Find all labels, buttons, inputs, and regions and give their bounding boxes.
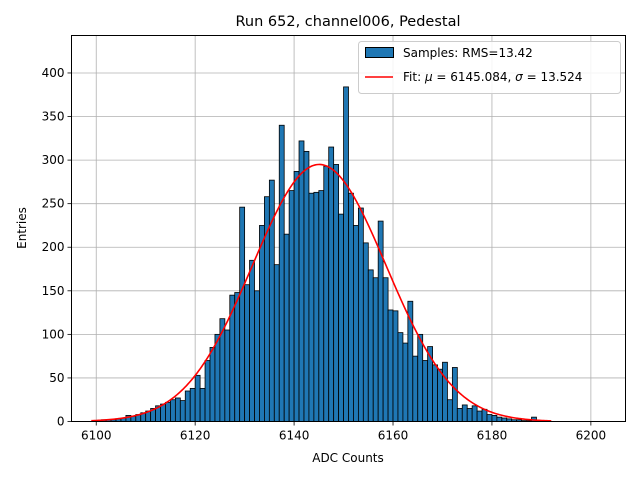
histogram-bar bbox=[392, 310, 399, 422]
histogram-bar bbox=[353, 225, 359, 422]
histogram-bar bbox=[318, 190, 325, 422]
legend-fit-sigma-value: = 13.524 bbox=[523, 70, 583, 84]
histogram-bar bbox=[179, 400, 186, 422]
legend-fit-sigma-symbol: σ bbox=[515, 70, 523, 84]
histogram-bar bbox=[184, 390, 191, 422]
histogram-bar bbox=[402, 342, 409, 422]
legend-label-samples: Samples: RMS=13.42 bbox=[403, 46, 533, 60]
histogram-bar bbox=[313, 191, 320, 422]
histogram-bar bbox=[170, 399, 176, 422]
histogram-bar bbox=[298, 140, 305, 422]
x-tick-label: 6160 bbox=[378, 429, 409, 443]
chart-title: Run 652, channel006, Pedestal bbox=[235, 14, 460, 30]
legend-swatch-samples bbox=[365, 47, 394, 58]
legend-fit-mu-value: = 6145.084, bbox=[433, 70, 516, 84]
legend-label-fit: Fit: μ = 6145.084, σ = 13.524 bbox=[403, 70, 582, 84]
y-tick-label: 250 bbox=[42, 197, 65, 211]
histogram-bar bbox=[387, 309, 394, 422]
y-tick-label: 300 bbox=[42, 153, 65, 167]
histogram-bar bbox=[481, 408, 488, 422]
histogram-bar bbox=[466, 408, 473, 422]
histogram-bar bbox=[437, 368, 443, 422]
y-axis-ticks: 0 50 100 150 200 250 300 350 400 bbox=[42, 66, 72, 429]
histogram-bar bbox=[293, 171, 300, 422]
histogram-bar bbox=[461, 404, 468, 422]
y-tick-label: 350 bbox=[42, 110, 65, 124]
histogram-bar bbox=[239, 206, 246, 422]
histogram-bar bbox=[249, 259, 255, 422]
histogram-bar bbox=[244, 284, 250, 422]
histogram-bar bbox=[442, 361, 448, 422]
histogram-bar bbox=[372, 277, 379, 422]
histogram-bar bbox=[422, 360, 429, 422]
x-axis-ticks: 6100 6120 6140 6160 6180 6200 bbox=[81, 421, 607, 443]
histogram-bar bbox=[273, 264, 280, 422]
y-axis-label: Entries bbox=[15, 207, 29, 249]
histogram-bar bbox=[496, 416, 503, 422]
histogram-bar bbox=[397, 332, 404, 422]
histogram-bar bbox=[278, 124, 285, 422]
histogram-bar bbox=[451, 367, 458, 422]
histogram-bar bbox=[486, 414, 493, 422]
histogram-bar bbox=[308, 192, 315, 422]
x-tick-label: 6200 bbox=[576, 429, 607, 443]
histogram-bar bbox=[338, 213, 344, 422]
histogram-bar bbox=[432, 364, 438, 422]
histogram-bar bbox=[471, 405, 478, 422]
x-tick-label: 6120 bbox=[180, 429, 211, 443]
legend-box bbox=[358, 41, 621, 94]
histogram-bar bbox=[447, 399, 453, 422]
histogram-bar bbox=[204, 360, 211, 422]
histogram-bar bbox=[214, 333, 221, 422]
histogram-bar bbox=[303, 150, 310, 422]
histogram-bar bbox=[417, 333, 424, 422]
legend-fit-mu-symbol: μ bbox=[424, 70, 433, 84]
histogram-bar bbox=[501, 417, 508, 422]
histogram-bar bbox=[288, 190, 295, 422]
y-tick-label: 200 bbox=[42, 240, 65, 254]
y-tick-label: 100 bbox=[42, 327, 65, 341]
histogram-bar bbox=[362, 242, 369, 422]
histogram-bar bbox=[224, 329, 231, 422]
histogram-bar bbox=[343, 86, 349, 422]
histogram-bar bbox=[254, 290, 260, 422]
histogram-bar bbox=[194, 374, 201, 422]
x-tick-label: 6140 bbox=[279, 429, 310, 443]
histogram-bar bbox=[323, 165, 330, 422]
y-tick-label: 50 bbox=[49, 371, 64, 385]
plot-frame bbox=[71, 35, 626, 422]
histogram-bar bbox=[348, 192, 354, 422]
histogram-bar bbox=[357, 207, 364, 422]
x-tick-label: 6180 bbox=[477, 429, 508, 443]
histogram-bar bbox=[209, 347, 216, 422]
legend-fit-prefix: Fit: bbox=[403, 70, 425, 84]
histogram-bar bbox=[333, 164, 340, 422]
histogram-bar bbox=[165, 401, 171, 422]
histogram-bar bbox=[412, 355, 419, 422]
histogram-bar bbox=[491, 415, 498, 422]
y-tick-label: 150 bbox=[42, 284, 65, 298]
histogram-bar bbox=[382, 277, 389, 422]
histogram-bar bbox=[476, 410, 483, 422]
gaussian-fit-line bbox=[91, 163, 552, 422]
histogram-bar bbox=[456, 408, 463, 422]
y-tick-label: 400 bbox=[42, 66, 65, 80]
histogram-bar bbox=[160, 403, 166, 422]
histogram-bar bbox=[234, 292, 241, 422]
histogram-bar bbox=[328, 146, 335, 422]
x-tick-label: 6100 bbox=[81, 429, 112, 443]
y-tick-label: 0 bbox=[57, 415, 65, 429]
histogram-bar bbox=[199, 387, 206, 422]
histogram-bar bbox=[189, 387, 196, 422]
histogram-bar bbox=[259, 225, 265, 422]
x-axis-label: ADC Counts bbox=[312, 451, 384, 465]
histogram-bar bbox=[283, 233, 290, 422]
legend: Samples: RMS=13.42 Fit: μ = 6145.084, σ … bbox=[358, 41, 621, 94]
histogram-bar bbox=[174, 397, 181, 422]
histogram-bar bbox=[367, 269, 374, 422]
